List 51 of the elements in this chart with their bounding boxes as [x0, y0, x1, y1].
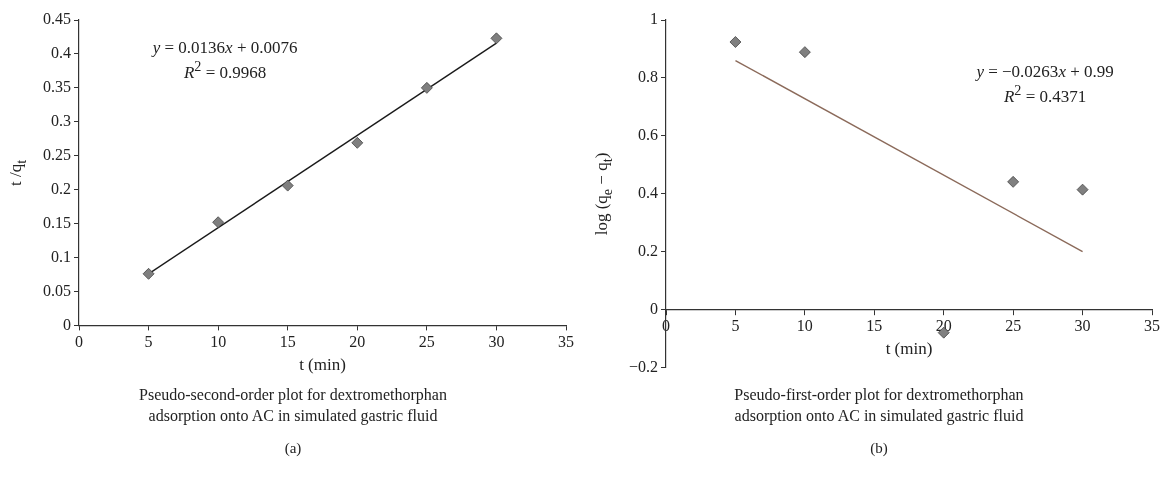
point	[1076, 183, 1089, 196]
y-tick-label: 0.2	[51, 179, 71, 197]
x-axis-title: t (min)	[885, 339, 933, 359]
y-tick-label: 0.15	[43, 213, 71, 231]
x-tick-label: 5	[731, 317, 740, 335]
point	[1007, 175, 1020, 188]
point	[142, 267, 155, 280]
x-tick-label: 25	[1005, 317, 1022, 335]
text: (a)	[283, 440, 303, 457]
y-tick-label: 0.4	[51, 44, 71, 62]
point	[798, 46, 811, 59]
text: Pseudo-second-order plot for dextromethorphan adsorption onto AC in simulated gastric fluid	[138, 385, 448, 426]
text: (b)	[869, 440, 889, 457]
annotation: y = 0.0136x + 0.0076	[152, 38, 298, 59]
point	[212, 216, 225, 229]
x-tick-label: 35	[558, 333, 574, 351]
x-tick-label: 20	[935, 317, 952, 335]
x-tick-label: 15	[279, 333, 296, 351]
x-axis-title: t (min)	[299, 355, 346, 375]
y-tick-label: 0.1	[51, 247, 71, 265]
y-tick-label: 0.05	[43, 281, 71, 299]
annotation: R$^{2}$ = 0.4371	[1002, 81, 1088, 107]
y-tick-label: 1	[650, 10, 659, 28]
y-tick-label: −0.2	[628, 357, 659, 375]
x-tick-label: 10	[796, 317, 813, 335]
x-tick-label: 10	[210, 333, 227, 351]
y-tick-label: 0.4	[638, 183, 659, 201]
x-tick-label: 25	[418, 333, 435, 351]
annotation: y = −0.0263x + 0.99	[976, 61, 1114, 82]
y-tick-label: 0.8	[638, 68, 659, 86]
annotation: R$^{2}$ = 0.9968	[182, 58, 268, 83]
text: Pseudo-first-order plot for dextromethorphan adsorption onto AC in simulated gastric fluid	[733, 385, 1025, 426]
y-tick-label: 0.6	[638, 126, 659, 143]
y-tick-label: 0.25	[43, 145, 71, 163]
point	[281, 179, 294, 192]
x-tick-label: 35	[1144, 317, 1160, 335]
y-tick-label: 0	[650, 299, 659, 317]
x-tick-label: 15	[866, 317, 883, 335]
x-tick-label: 30	[488, 333, 505, 351]
point	[420, 81, 433, 94]
point	[351, 136, 364, 149]
y-tick-label: 0.2	[638, 241, 659, 259]
point	[490, 32, 503, 45]
point	[729, 36, 742, 48]
x-tick-label: 30	[1074, 317, 1091, 335]
y-tick-label: 0.45	[43, 10, 71, 28]
y-tick-label: 0.35	[43, 78, 71, 96]
x-tick-label: 20	[349, 333, 366, 351]
y-tick-label: 0.3	[51, 112, 71, 129]
x-tick-label: 0	[75, 333, 83, 351]
x-tick-label: 5	[144, 333, 153, 351]
